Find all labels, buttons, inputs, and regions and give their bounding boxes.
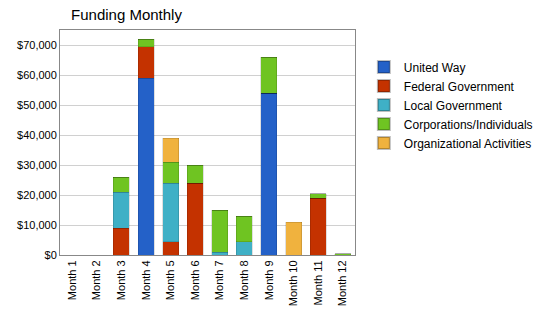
svg-text:$70,000: $70,000 [17,39,57,51]
svg-text:Month 4: Month 4 [140,260,152,300]
svg-text:Organizational Activities: Organizational Activities [404,137,531,151]
svg-text:Month 10: Month 10 [287,260,299,306]
svg-text:$30,000: $30,000 [17,159,57,171]
svg-text:$50,000: $50,000 [17,99,57,111]
svg-text:Month 6: Month 6 [189,260,201,300]
svg-text:Month 9: Month 9 [263,260,275,300]
svg-text:Month 3: Month 3 [115,260,127,300]
svg-text:Local Government: Local Government [404,99,503,113]
svg-text:Month 5: Month 5 [164,260,176,300]
svg-text:United Way: United Way [404,61,466,75]
svg-text:Month 1: Month 1 [66,260,78,300]
svg-text:Month 7: Month 7 [213,260,225,300]
svg-text:Funding Monthly: Funding Monthly [71,6,182,23]
svg-text:$0: $0 [45,249,57,261]
svg-text:Corporations/Individuals: Corporations/Individuals [404,118,533,132]
svg-text:Month 12: Month 12 [336,260,348,306]
svg-text:$60,000: $60,000 [17,69,57,81]
svg-text:Month 11: Month 11 [312,260,324,305]
svg-text:$40,000: $40,000 [17,129,57,141]
svg-text:Month 8: Month 8 [238,260,250,300]
svg-text:$20,000: $20,000 [17,189,57,201]
svg-text:Federal Government: Federal Government [404,80,515,94]
svg-text:$10,000: $10,000 [17,219,57,231]
svg-text:Month 2: Month 2 [90,260,102,300]
